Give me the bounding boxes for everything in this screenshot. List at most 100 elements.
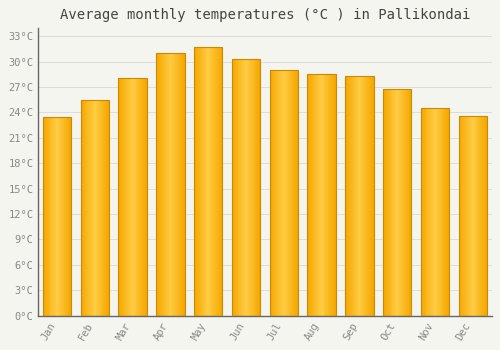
Bar [129, 78, 130, 316]
Bar [63, 117, 64, 316]
Bar [439, 108, 440, 316]
Bar [195, 47, 196, 316]
Bar [64, 117, 66, 316]
Bar [236, 59, 238, 316]
Bar [213, 47, 214, 316]
Bar [170, 53, 172, 316]
Bar [177, 53, 178, 316]
Bar [276, 70, 277, 316]
Bar [274, 70, 276, 316]
Bar [335, 74, 336, 316]
Bar [272, 70, 274, 316]
Bar [252, 59, 254, 316]
Bar [175, 53, 176, 316]
Bar [134, 78, 136, 316]
Bar [431, 108, 432, 316]
Bar [483, 116, 484, 316]
Bar [294, 70, 295, 316]
Bar [438, 108, 439, 316]
Bar [70, 117, 72, 316]
Bar [55, 117, 56, 316]
Bar [140, 78, 141, 316]
Bar [233, 59, 234, 316]
Bar [360, 76, 362, 316]
Bar [106, 100, 107, 316]
Bar [59, 117, 60, 316]
Bar [313, 74, 314, 316]
Bar [436, 108, 437, 316]
Bar [181, 53, 182, 316]
Bar [421, 108, 422, 316]
Bar [249, 59, 250, 316]
Bar [220, 47, 222, 316]
Bar [403, 89, 404, 316]
Bar [164, 53, 165, 316]
Bar [215, 47, 216, 316]
Bar [365, 76, 366, 316]
Bar [440, 108, 442, 316]
Bar [476, 116, 478, 316]
Bar [372, 76, 374, 316]
Bar [146, 78, 147, 316]
Bar [43, 117, 44, 316]
Bar [351, 76, 352, 316]
Bar [350, 76, 351, 316]
Bar [208, 47, 209, 316]
Bar [308, 74, 310, 316]
Bar [52, 117, 54, 316]
Bar [480, 116, 482, 316]
Bar [250, 59, 251, 316]
Bar [214, 47, 215, 316]
Bar [130, 78, 131, 316]
Bar [156, 53, 157, 316]
Bar [44, 117, 45, 316]
Bar [458, 116, 487, 316]
Bar [58, 117, 59, 316]
Bar [444, 108, 446, 316]
Bar [270, 70, 272, 316]
Bar [159, 53, 160, 316]
Bar [478, 116, 480, 316]
Bar [358, 76, 360, 316]
Bar [197, 47, 198, 316]
Bar [127, 78, 128, 316]
Bar [136, 78, 138, 316]
Bar [356, 76, 358, 316]
Bar [68, 117, 70, 316]
Bar [319, 74, 320, 316]
Bar [108, 100, 109, 316]
Bar [232, 59, 260, 316]
Bar [100, 100, 102, 316]
Bar [314, 74, 315, 316]
Bar [120, 78, 122, 316]
Bar [141, 78, 142, 316]
Bar [434, 108, 435, 316]
Bar [180, 53, 181, 316]
Bar [317, 74, 318, 316]
Bar [462, 116, 464, 316]
Bar [405, 89, 406, 316]
Bar [324, 74, 326, 316]
Bar [399, 89, 400, 316]
Bar [98, 100, 100, 316]
Bar [464, 116, 465, 316]
Bar [209, 47, 210, 316]
Bar [91, 100, 92, 316]
Bar [280, 70, 281, 316]
Bar [126, 78, 127, 316]
Bar [385, 89, 386, 316]
Bar [308, 74, 336, 316]
Bar [210, 47, 211, 316]
Bar [66, 117, 68, 316]
Bar [161, 53, 162, 316]
Bar [242, 59, 243, 316]
Bar [345, 76, 374, 316]
Bar [278, 70, 279, 316]
Bar [281, 70, 282, 316]
Bar [472, 116, 473, 316]
Bar [362, 76, 363, 316]
Bar [404, 89, 405, 316]
Bar [84, 100, 86, 316]
Bar [131, 78, 132, 316]
Bar [426, 108, 428, 316]
